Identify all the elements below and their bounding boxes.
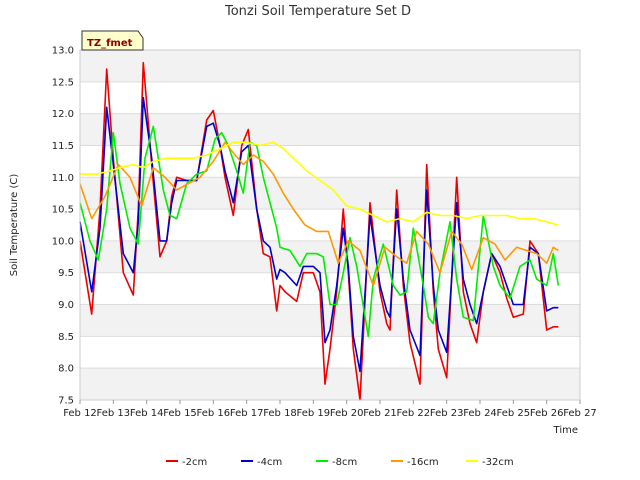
y-tick-label: 8.5 bbox=[58, 332, 74, 343]
x-tick-label: Feb 19 bbox=[297, 408, 331, 419]
series-line-m4cm bbox=[79, 96, 559, 373]
legend-label: -2cm bbox=[182, 457, 207, 468]
tz-badge-label: TZ_fmet bbox=[87, 38, 133, 49]
plot-band bbox=[80, 81, 580, 114]
x-tick-label: Feb 26 bbox=[530, 408, 564, 419]
plot-band bbox=[80, 240, 580, 273]
series-line-m16cm bbox=[79, 141, 559, 287]
y-tick-label: 10.5 bbox=[52, 205, 74, 216]
x-tick-label: Feb 22 bbox=[397, 408, 431, 419]
plot-band bbox=[80, 368, 580, 400]
x-tick-label: Feb 16 bbox=[197, 408, 231, 419]
x-tick-label: Feb 17 bbox=[230, 408, 264, 419]
plot-frame bbox=[79, 49, 581, 401]
legend-label: -4cm bbox=[257, 457, 282, 468]
plot-band bbox=[80, 50, 580, 82]
plot-band bbox=[80, 113, 580, 146]
series-layer bbox=[79, 61, 560, 401]
series-line-m8cm bbox=[79, 125, 560, 338]
y-tick-label: 11.0 bbox=[52, 173, 74, 184]
series-line-m32cm bbox=[80, 141, 559, 226]
y-tick-label: 7.5 bbox=[58, 396, 74, 407]
x-axis-label: Time bbox=[553, 425, 578, 436]
x-tick-label: Feb 24 bbox=[463, 408, 497, 419]
y-axis-ticks: 7.5 8.0 8.5 9.0 9.5 10.0 10.5 11.0 11.5 12.0 12.5 1… bbox=[52, 46, 74, 407]
tz-badge: TZ_fmet bbox=[81, 30, 144, 51]
x-tick-label: Feb 18 bbox=[263, 408, 297, 419]
x-tick-label: Feb 14 bbox=[130, 408, 164, 419]
legend-label: -16cm bbox=[407, 457, 439, 468]
legend-label: -32cm bbox=[482, 457, 514, 468]
x-axis-ticks: Feb 12 Feb 13 Feb 14 Feb 15 Feb 16 Feb 17 Feb … bbox=[63, 400, 597, 419]
plot-band bbox=[80, 145, 580, 178]
legend-label: -8cm bbox=[332, 457, 357, 468]
y-axis-label: Soil Temperature (C) bbox=[9, 174, 20, 277]
y-tick-label: 9.0 bbox=[58, 300, 74, 311]
x-tick-label: Feb 25 bbox=[497, 408, 531, 419]
x-tick-label: Feb 27 bbox=[563, 408, 597, 419]
y-tick-label: 11.5 bbox=[52, 141, 74, 152]
chart-title: Tonzi Soil Temperature Set D bbox=[224, 4, 411, 19]
x-tick-label: Feb 15 bbox=[163, 408, 197, 419]
y-tick-label: 9.5 bbox=[58, 268, 74, 279]
y-tick-label: 10.0 bbox=[52, 236, 74, 247]
y-tick-label: 8.0 bbox=[58, 364, 74, 375]
x-tick-label: Feb 21 bbox=[363, 408, 397, 419]
x-tick-label: Feb 12 bbox=[63, 408, 97, 419]
x-tick-label: Feb 23 bbox=[430, 408, 464, 419]
x-tick-label: Feb 20 bbox=[330, 408, 364, 419]
legend: -2cm -4cm -8cm -16cm -32cm bbox=[166, 457, 514, 468]
y-tick-label: 13.0 bbox=[52, 46, 74, 57]
y-tick-label: 12.5 bbox=[52, 77, 74, 88]
y-tick-label: 12.0 bbox=[52, 109, 74, 120]
x-tick-label: Feb 13 bbox=[97, 408, 131, 419]
tz-badge-box bbox=[81, 30, 144, 51]
